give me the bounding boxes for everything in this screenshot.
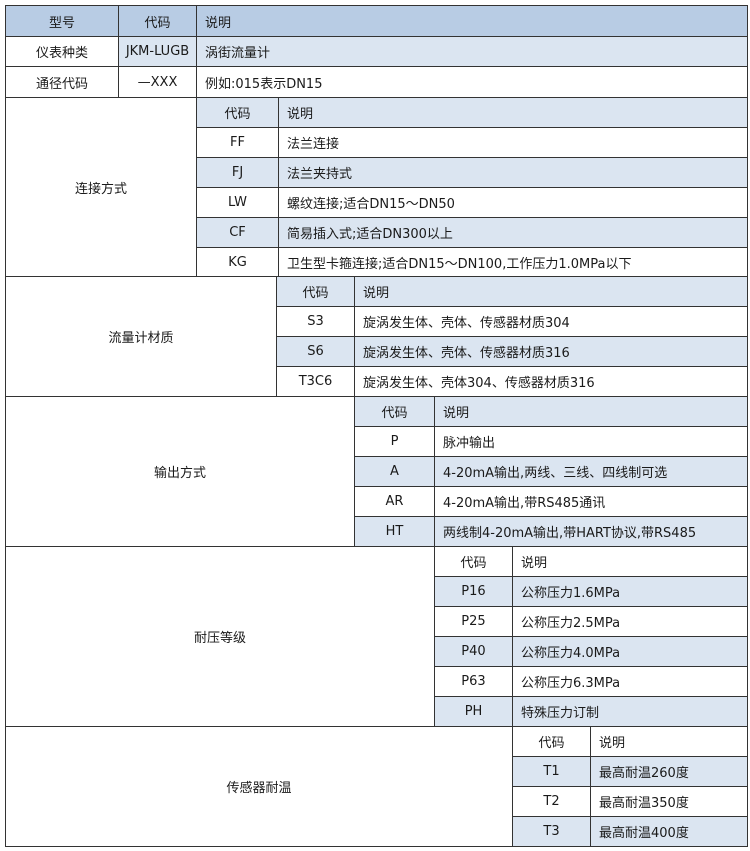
option-desc: 卫生型卡箍连接;适合DN15～DN100,工作压力1.0MPa以下 [278, 247, 748, 278]
row-code: —XXX [118, 66, 197, 98]
option-desc: 旋涡发生体、壳体304、传感器材质316 [354, 366, 748, 397]
row-desc: 例如:015表示DN15 [196, 66, 748, 98]
option-code: A [354, 456, 435, 487]
code-header: 代码 [196, 97, 279, 128]
code-header: 代码 [512, 726, 591, 757]
desc-header: 说明 [512, 546, 748, 577]
option-desc: 特殊压力订制 [512, 696, 748, 727]
header-desc: 说明 [196, 5, 748, 37]
option-desc: 简易插入式;适合DN300以上 [278, 217, 748, 248]
option-code: AR [354, 486, 435, 517]
header-code: 代码 [118, 5, 197, 37]
option-code: P63 [434, 666, 513, 697]
option-desc: 旋涡发生体、壳体、传感器材质304 [354, 306, 748, 337]
option-code: T2 [512, 786, 591, 817]
desc-header: 说明 [434, 396, 748, 427]
option-desc: 4-20mA输出,带RS485通讯 [434, 486, 748, 517]
option-code: PH [434, 696, 513, 727]
option-desc: 法兰夹持式 [278, 157, 748, 188]
desc-header: 说明 [590, 726, 748, 757]
option-code: T3C6 [276, 366, 355, 397]
option-code: LW [196, 187, 279, 218]
code-header: 代码 [276, 276, 355, 307]
option-desc: 最高耐温350度 [590, 786, 748, 817]
option-desc: 公称压力6.3MPa [512, 666, 748, 697]
desc-header: 说明 [278, 97, 748, 128]
option-desc: 4-20mA输出,两线、三线、四线制可选 [434, 456, 748, 487]
option-code: KG [196, 247, 279, 278]
option-code: P [354, 426, 435, 457]
header-model: 型号 [5, 5, 119, 37]
option-code: T3 [512, 816, 591, 847]
section-label: 连接方式 [5, 97, 197, 278]
code-header: 代码 [354, 396, 435, 427]
desc-header: 说明 [354, 276, 748, 307]
option-code: HT [354, 516, 435, 547]
section-label: 传感器耐温 [5, 726, 513, 847]
row-label: 仪表种类 [5, 36, 119, 67]
option-desc: 两线制4-20mA输出,带HART协议,带RS485 [434, 516, 748, 547]
option-desc: 法兰连接 [278, 127, 748, 158]
option-desc: 公称压力1.6MPa [512, 576, 748, 607]
option-code: S3 [276, 306, 355, 337]
option-code: P16 [434, 576, 513, 607]
option-code: CF [196, 217, 279, 248]
option-desc: 最高耐温400度 [590, 816, 748, 847]
section-label: 耐压等级 [5, 546, 435, 727]
code-header: 代码 [434, 546, 513, 577]
option-code: FJ [196, 157, 279, 188]
option-desc: 公称压力2.5MPa [512, 606, 748, 637]
option-desc: 公称压力4.0MPa [512, 636, 748, 667]
option-desc: 最高耐温260度 [590, 756, 748, 787]
option-desc: 螺纹连接;适合DN15～DN50 [278, 187, 748, 218]
option-code: FF [196, 127, 279, 158]
row-code: JKM-LUGB [118, 36, 197, 67]
section-label: 输出方式 [5, 396, 355, 547]
option-code: S6 [276, 336, 355, 367]
option-desc: 旋涡发生体、壳体、传感器材质316 [354, 336, 748, 367]
section-label: 流量计材质 [5, 276, 277, 397]
option-code: P25 [434, 606, 513, 637]
row-desc: 涡街流量计 [196, 36, 748, 67]
row-label: 通径代码 [5, 66, 119, 98]
option-code: T1 [512, 756, 591, 787]
option-desc: 脉冲输出 [434, 426, 748, 457]
option-code: P40 [434, 636, 513, 667]
